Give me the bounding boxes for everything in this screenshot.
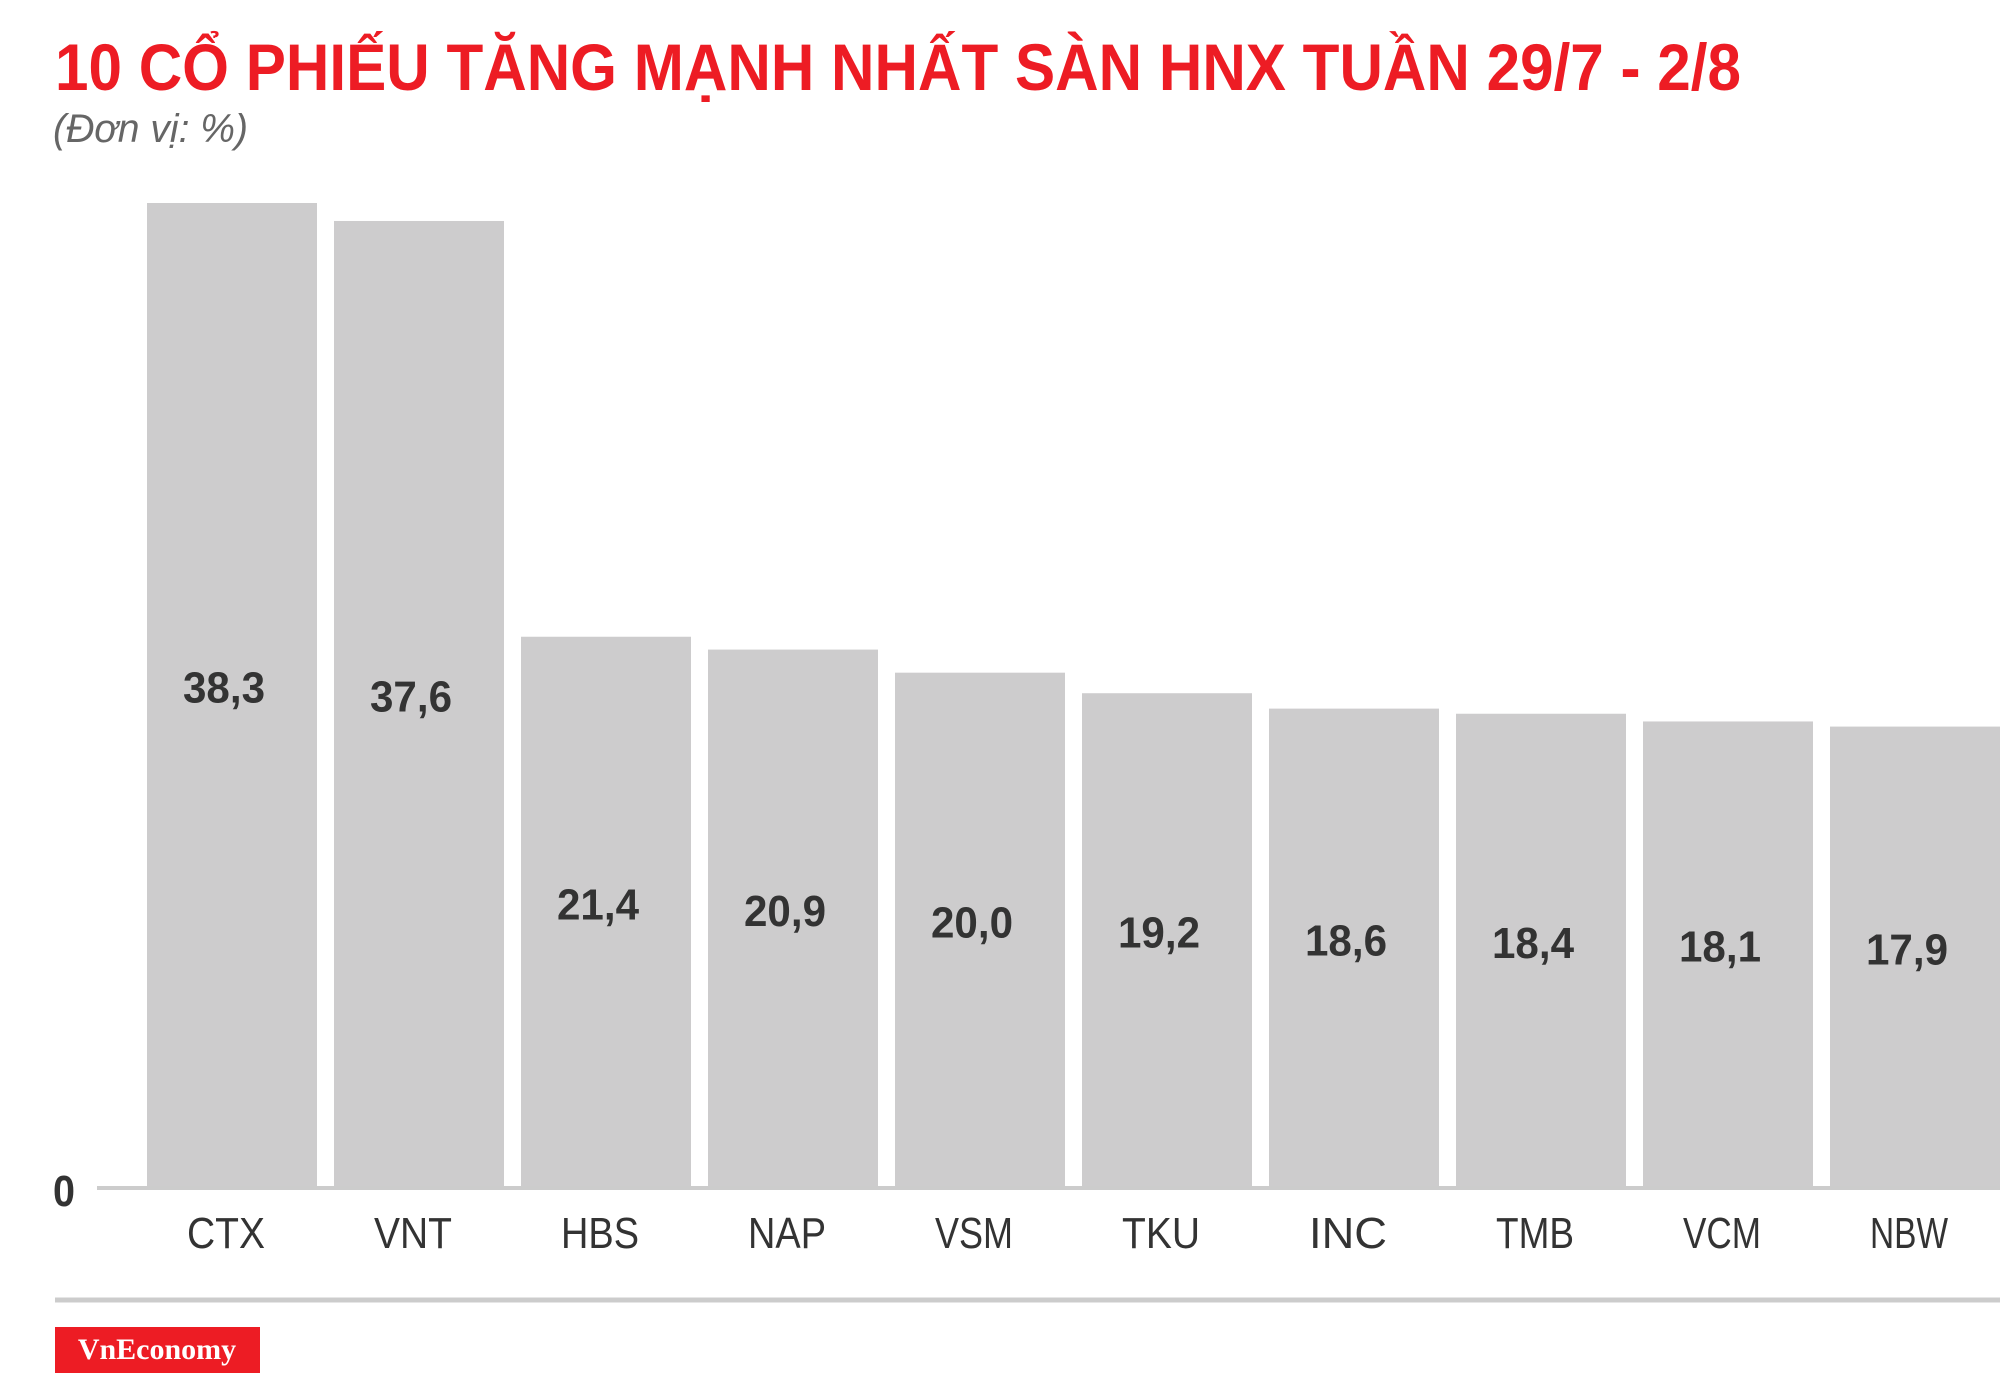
data-label: 19,2 — [1118, 909, 1200, 958]
bars: 38,3 CTX 37,6 VNT 21,4 HBS 20,9 NAP 20,0 VSM 19,2 T… — [147, 203, 2000, 1258]
data-label: 18,1 — [1679, 923, 1761, 972]
bar-vcm — [1643, 721, 1813, 1186]
x-tick-label: TKU — [1122, 1209, 1200, 1258]
data-label: 20,9 — [744, 887, 826, 936]
bar-ctx — [147, 203, 317, 1186]
data-label: 37,6 — [370, 672, 452, 721]
data-label: 18,6 — [1305, 916, 1387, 965]
bar-hbs — [521, 636, 691, 1186]
vneconomy-logo: VnEconomy — [78, 1333, 236, 1366]
bar-inc — [1269, 708, 1439, 1186]
bar-tku — [1082, 693, 1252, 1186]
x-tick-label: VNT — [374, 1209, 452, 1258]
bar-vnt — [334, 220, 504, 1186]
chart-subtitle: (Đơn vị: %) — [53, 107, 248, 151]
data-label: 18,4 — [1492, 919, 1575, 968]
bar-nbw — [1830, 726, 2000, 1186]
x-tick-label: TMB — [1496, 1209, 1574, 1258]
data-label: 20,0 — [931, 898, 1013, 947]
bar-nap — [708, 649, 878, 1186]
data-label: 38,3 — [183, 664, 265, 713]
logo-background — [55, 1327, 260, 1373]
data-label: 17,9 — [1866, 925, 1948, 974]
x-tick-label: NAP — [748, 1209, 826, 1258]
x-tick-label: INC — [1309, 1209, 1387, 1258]
x-tick-label: NBW — [1870, 1209, 1948, 1258]
y-tick-label: 0 — [53, 1167, 75, 1216]
x-tick-label: HBS — [561, 1209, 639, 1258]
x-tick-label: CTX — [187, 1209, 265, 1258]
bar-vsm — [895, 672, 1065, 1186]
bar-tmb — [1456, 713, 1626, 1186]
data-label: 21,4 — [557, 880, 640, 929]
x-tick-label: VSM — [935, 1209, 1013, 1258]
chart-title: 10 CỔ PHIẾU TĂNG MẠNH NHẤT SÀN HNX TUẦN … — [55, 30, 1741, 104]
x-tick-label: VCM — [1683, 1209, 1761, 1258]
